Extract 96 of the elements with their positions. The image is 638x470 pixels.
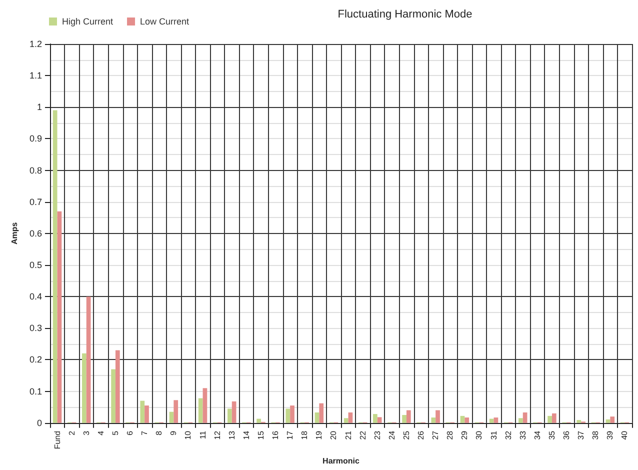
bar bbox=[552, 413, 556, 423]
x-axis-title: Harmonic bbox=[322, 456, 360, 466]
x-tick-label: 31 bbox=[489, 430, 498, 440]
x-tick-label: 35 bbox=[547, 430, 556, 440]
bar bbox=[202, 388, 208, 423]
x-tick-label: 29 bbox=[460, 430, 470, 440]
x-tick-label: Fund bbox=[52, 430, 62, 450]
bar bbox=[494, 418, 498, 423]
bar bbox=[256, 418, 261, 423]
bar bbox=[290, 406, 294, 423]
legend-label: Low Current bbox=[140, 16, 190, 26]
y-tick-label: 1.2 bbox=[29, 39, 42, 49]
bar bbox=[606, 419, 610, 423]
bar bbox=[464, 418, 470, 423]
x-tick-label: 33 bbox=[518, 430, 528, 440]
y-tick-label: 0.1 bbox=[29, 386, 42, 396]
bar bbox=[319, 403, 324, 423]
x-tick-label: 22 bbox=[358, 430, 368, 440]
x-tick-label: 6 bbox=[126, 430, 135, 436]
x-tick-label: 3 bbox=[82, 430, 91, 436]
x-tick-label: 21 bbox=[344, 430, 353, 440]
x-tick-label: 23 bbox=[372, 430, 382, 440]
x-tick-label: 40 bbox=[620, 430, 630, 440]
bar bbox=[144, 406, 149, 423]
bar bbox=[460, 416, 465, 423]
y-tick-label: 0.2 bbox=[29, 354, 42, 365]
y-tick-label: 0.5 bbox=[29, 260, 42, 270]
y-tick-label: 1.1 bbox=[29, 70, 42, 81]
y-tick-label: 0.3 bbox=[29, 323, 42, 334]
y-tick-label: 0.6 bbox=[29, 228, 42, 238]
y-tick-label: 0.4 bbox=[29, 292, 42, 302]
y-tick-label: 0.7 bbox=[29, 196, 42, 207]
x-tick-label: 2 bbox=[67, 430, 76, 436]
bar bbox=[86, 296, 91, 423]
bar bbox=[402, 414, 406, 423]
x-tick-label: 5 bbox=[110, 430, 120, 436]
bar bbox=[115, 350, 120, 423]
bar bbox=[57, 211, 62, 423]
y-tick-label: 1 bbox=[36, 102, 42, 112]
x-tick-label: 17 bbox=[286, 430, 295, 440]
bar bbox=[406, 410, 411, 423]
legend-label: High Current bbox=[62, 16, 114, 26]
x-tick-label: 15 bbox=[256, 430, 266, 440]
bar bbox=[286, 408, 290, 423]
x-tick-label: 25 bbox=[402, 430, 411, 440]
y-tick-label: 0 bbox=[36, 418, 42, 428]
bar bbox=[518, 418, 523, 423]
bar bbox=[576, 420, 582, 423]
chart-title: Fluctuating Harmonic Mode bbox=[338, 8, 472, 20]
bar bbox=[52, 110, 58, 423]
bar bbox=[377, 417, 382, 423]
y-tick-label: 0.9 bbox=[29, 134, 42, 144]
x-tick-label: 13 bbox=[227, 430, 236, 440]
x-tick-label: 9 bbox=[169, 430, 178, 436]
x-tick-label: 18 bbox=[300, 430, 310, 440]
x-tick-label: 30 bbox=[474, 430, 484, 440]
x-tick-label: 24 bbox=[387, 430, 396, 440]
bar bbox=[610, 416, 615, 423]
x-tick-label: 11 bbox=[198, 430, 208, 440]
x-tick-label: 26 bbox=[416, 430, 426, 440]
x-tick-label: 27 bbox=[431, 430, 440, 440]
x-tick-label: 20 bbox=[329, 430, 338, 440]
x-tick-label: 8 bbox=[154, 430, 164, 436]
y-axis-title: Amps bbox=[10, 222, 20, 245]
bar bbox=[232, 401, 236, 423]
x-tick-label: 14 bbox=[242, 430, 251, 440]
x-tick-label: 28 bbox=[446, 430, 455, 440]
y-tick-label: 0.8 bbox=[29, 165, 42, 176]
x-tick-label: 37 bbox=[576, 430, 586, 440]
x-tick-label: 38 bbox=[591, 430, 600, 440]
x-tick-label: 39 bbox=[606, 430, 615, 440]
x-tick-label: 12 bbox=[212, 430, 222, 440]
bar bbox=[548, 416, 552, 423]
x-tick-label: 10 bbox=[184, 430, 193, 440]
bar bbox=[174, 400, 178, 423]
bar bbox=[373, 414, 378, 423]
x-tick-label: 7 bbox=[140, 430, 150, 436]
bar bbox=[348, 412, 353, 423]
x-tick-label: 34 bbox=[532, 430, 542, 440]
bar bbox=[436, 410, 440, 423]
x-tick-label: 16 bbox=[271, 430, 280, 440]
bar bbox=[431, 418, 436, 423]
bar bbox=[111, 369, 116, 423]
bar bbox=[489, 418, 494, 423]
bar bbox=[198, 398, 203, 423]
x-tick-label: 4 bbox=[96, 430, 106, 436]
bar bbox=[522, 412, 528, 423]
x-tick-label: 19 bbox=[314, 430, 324, 440]
x-tick-label: 36 bbox=[562, 430, 572, 440]
bar bbox=[344, 418, 348, 423]
bar bbox=[314, 412, 320, 423]
bar bbox=[82, 353, 86, 423]
bar bbox=[228, 408, 232, 423]
x-tick-label: 32 bbox=[504, 430, 513, 440]
bar bbox=[140, 400, 145, 423]
bar bbox=[169, 412, 174, 423]
